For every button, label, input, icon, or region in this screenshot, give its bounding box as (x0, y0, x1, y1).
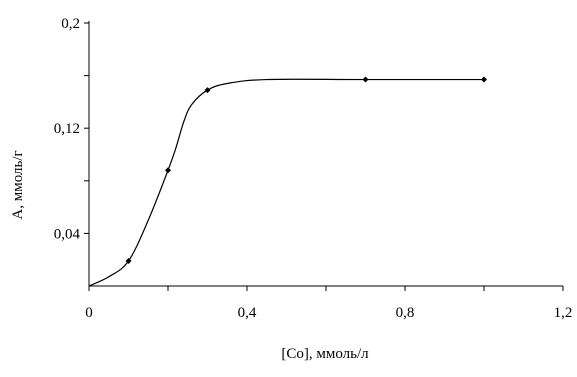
data-point (481, 76, 487, 83)
data-point (125, 258, 132, 265)
ticks: 0,04 0,12 0,2 0 0,4 0,8 1,2 (54, 16, 573, 321)
axes (88, 21, 563, 287)
data-point (362, 76, 369, 83)
y-tick-label: 0,2 (61, 16, 80, 32)
series-line (88, 78, 484, 287)
y-tick-label: 0,04 (54, 226, 81, 242)
x-axis-label: [Co], ммоль/л (281, 346, 369, 362)
series (88, 76, 487, 287)
x-tick-label: 0 (85, 305, 93, 321)
data-point (165, 167, 171, 174)
x-tick-label: 0,4 (238, 305, 257, 321)
y-tick-label: 0,12 (54, 121, 80, 137)
x-tick-label: 0,8 (396, 305, 415, 321)
x-tick-label: 1,2 (554, 305, 573, 321)
y-axis-label: А, ммоль/г (10, 150, 26, 219)
data-point (204, 87, 211, 94)
